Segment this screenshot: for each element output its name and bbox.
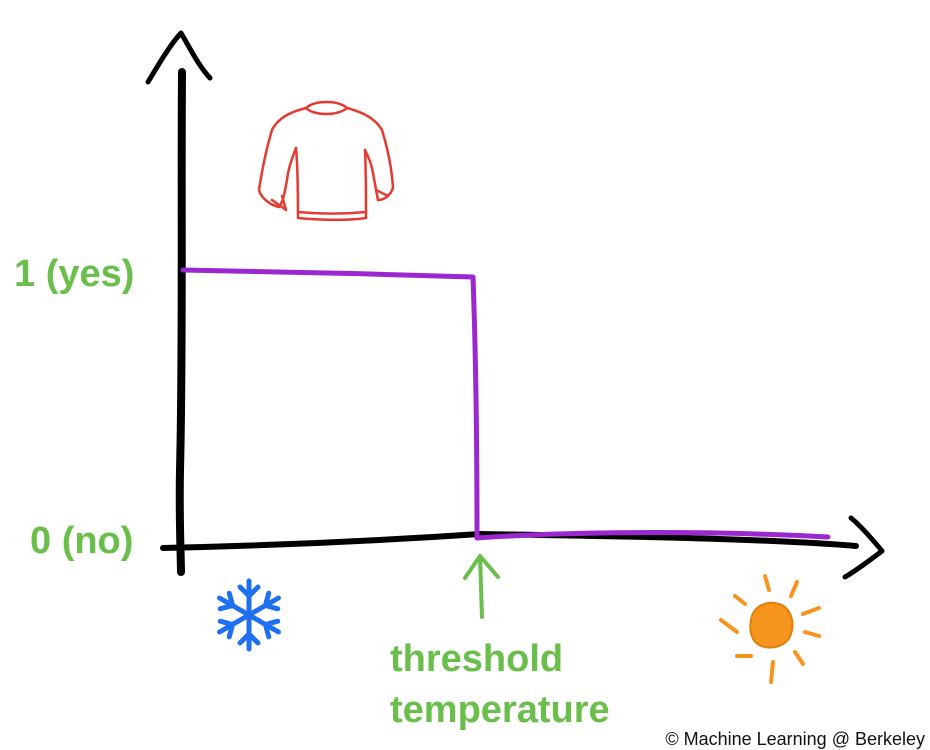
snowflake-icon [217, 578, 281, 652]
x-axis [160, 531, 859, 551]
y-tick-label-yes: 1 (yes) [14, 253, 134, 295]
step-function-line [180, 267, 831, 541]
x-axis-arrowhead [842, 515, 885, 580]
sun-icon [719, 574, 821, 684]
up-arrow-icon [463, 554, 500, 619]
threshold-label-line1: threshold [390, 638, 563, 680]
threshold-label-line2: temperature [390, 689, 610, 731]
y-axis [175, 68, 186, 576]
axes [145, 30, 885, 580]
y-axis-arrowhead [145, 30, 213, 85]
copyright-text: © Machine Learning @ Berkeley [665, 729, 925, 749]
y-tick-label-no: 0 (no) [30, 520, 133, 562]
sweater-icon [257, 100, 395, 222]
